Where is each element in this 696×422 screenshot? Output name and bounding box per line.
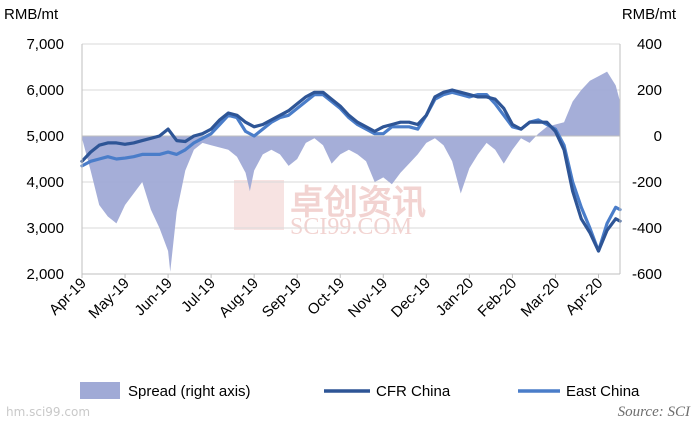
x-tick-label: Apr-20	[562, 275, 606, 319]
watermark-chinese: 卓创资讯	[290, 183, 426, 223]
left-tick-label: 7,000	[26, 36, 64, 53]
x-tick-label: Aug-19	[216, 275, 262, 321]
cfr-china-line	[80, 88, 622, 253]
right-tick-label: 200	[637, 82, 662, 99]
watermark-url: SCI99.COM	[290, 214, 412, 240]
x-tick-label: Nov-19	[345, 275, 391, 321]
x-tick-label: Jan-20	[433, 275, 477, 319]
axes	[81, 44, 621, 275]
x-tick-label: Jul-19	[178, 275, 219, 316]
source-note: Source: SCI	[618, 404, 691, 420]
x-tick-label: Oct-19	[304, 275, 348, 319]
watermark: 卓创资讯 SCI99.COM	[234, 180, 426, 240]
right-tick-label: -200	[632, 174, 662, 191]
watermark-footer: hm.sci99.com	[6, 405, 90, 419]
left-axis-ticks: 2,000 3,000 4,000 5,000 6,000 7,000	[26, 36, 64, 283]
right-axis-unit: RMB/mt	[622, 6, 677, 23]
x-tick-label: Sep-19	[259, 275, 305, 321]
right-tick-label: 400	[637, 36, 662, 53]
x-tick-label: Feb-20	[475, 275, 521, 321]
watermark-logo	[234, 180, 284, 230]
left-axis-unit: RMB/mt	[4, 6, 59, 23]
right-tick-label: 0	[654, 128, 662, 145]
right-tick-label: -600	[632, 266, 662, 283]
left-tick-label: 3,000	[26, 220, 64, 237]
left-tick-label: 2,000	[26, 266, 64, 283]
price-lines	[80, 88, 622, 253]
x-tick-label: Mar-20	[518, 275, 564, 321]
x-tick-label: May-19	[85, 275, 132, 322]
left-tick-label: 6,000	[26, 82, 64, 99]
legend-east-label: East China	[566, 383, 640, 400]
left-tick-label: 5,000	[26, 128, 64, 145]
legend: Spread (right axis) CFR China East China	[80, 382, 640, 400]
right-axis-ticks: -600 -400 -200 0 200 400	[632, 36, 662, 283]
legend-spread-label: Spread (right axis)	[128, 383, 251, 400]
right-tick-label: -400	[632, 220, 662, 237]
left-tick-label: 4,000	[26, 174, 64, 191]
legend-cfr-label: CFR China	[376, 383, 451, 400]
x-tick-label: Jun-19	[131, 275, 175, 319]
x-tick-label: Dec-19	[388, 275, 434, 321]
legend-spread-swatch	[80, 382, 120, 399]
spread-area-series	[82, 71, 620, 272]
spread-area	[82, 71, 620, 272]
